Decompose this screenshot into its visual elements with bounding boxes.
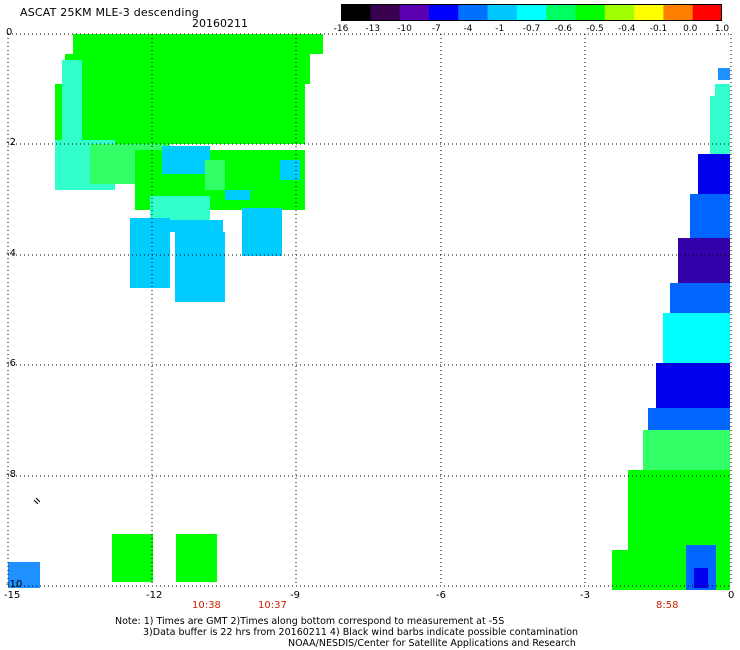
colorbar (341, 4, 722, 21)
colorbar-swatch (663, 4, 694, 21)
swath-cell (162, 146, 210, 174)
colorbar-label: -1 (495, 24, 505, 34)
swath-cell (648, 408, 730, 433)
map-date: 20160211 (192, 17, 248, 30)
wind-map (7, 33, 732, 590)
note-line-1: Note: 1) Times are GMT 2)Times along bot… (115, 616, 505, 627)
swath-cell (280, 160, 300, 180)
note-line-2: 3)Data buffer is 22 hrs from 20160211 4)… (143, 627, 579, 638)
colorbar-swatch (604, 4, 635, 21)
colorbar-label: -4 (463, 24, 473, 34)
pass-time-3: 8:58 (656, 600, 679, 611)
colorbar-label: -7 (431, 24, 441, 34)
swath-cell (694, 568, 708, 588)
pass-time-2: 10:37 (258, 600, 287, 611)
wind-barb (33, 497, 41, 505)
colorbar-swatch (692, 4, 722, 21)
colorbar-label: -0.6 (554, 24, 573, 34)
swath-cell (678, 238, 730, 283)
swath-cell (628, 470, 730, 550)
swath-cell (168, 220, 223, 232)
map-grid (7, 33, 732, 587)
colorbar-swatch (546, 4, 576, 21)
swath-cell (690, 194, 730, 238)
colorbar-swatch (341, 4, 371, 21)
swath-cell (65, 54, 310, 84)
map-title: ASCAT 25KM MLE-3 descending (20, 6, 199, 19)
colorbar-labels: -16 -13 -10 -7 -4 -1 -0.7 -0.6 -0.5 -0.4 -0.1 0.0 1.… (331, 24, 732, 36)
colorbar-frame (341, 4, 722, 21)
colorbar-swatch (399, 4, 430, 21)
colorbar-label: -16 (333, 24, 349, 34)
colorbar-swatch (634, 4, 664, 21)
swath-cell (250, 190, 290, 210)
swath-cell (710, 96, 730, 154)
swath-cell (205, 160, 225, 190)
colorbar-label: -0.5 (586, 24, 604, 34)
swath-cell (150, 196, 210, 221)
swath-cell (73, 34, 323, 54)
colorbar-label: -13 (365, 24, 381, 34)
colorbar-label: 0.0 (683, 24, 698, 34)
swath-cell (8, 562, 40, 588)
colorbar-swatch (575, 4, 606, 21)
swath-cell (176, 534, 217, 582)
colorbar-label: 1.0 (714, 24, 730, 34)
swath-cell (242, 208, 282, 256)
swath-cell (670, 283, 730, 313)
colorbar-swatch (370, 4, 401, 21)
swath-cell (718, 68, 730, 80)
colorbar-swatch (428, 4, 459, 21)
swath-cell (715, 84, 730, 96)
swath-cell (62, 60, 82, 150)
colorbar-label: -0.4 (617, 24, 636, 34)
swath-cell (643, 430, 730, 470)
swath-cell (663, 313, 730, 363)
colorbar-swatch (458, 4, 489, 21)
pass-time-1: 10:38 (192, 600, 221, 611)
swath-cell (698, 154, 730, 194)
colorbar-swatch (516, 4, 547, 21)
colorbar-label: -0.1 (649, 24, 668, 34)
swath-cell (55, 84, 305, 144)
colorbar-label: -0.7 (522, 24, 541, 34)
swath-cell (175, 232, 225, 302)
note-line-3: NOAA/NESDIS/Center for Satellite Applica… (288, 638, 576, 649)
swath-cell (656, 363, 730, 408)
swath-cell (112, 534, 153, 582)
swath-cell (130, 218, 170, 288)
colorbar-swatch (487, 4, 518, 21)
colorbar-label: -10 (397, 24, 412, 34)
swath-cell (225, 190, 255, 200)
